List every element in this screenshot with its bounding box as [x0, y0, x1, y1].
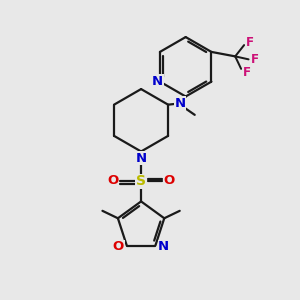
Text: N: N — [174, 97, 185, 110]
Text: O: O — [107, 174, 118, 187]
Text: N: N — [136, 152, 147, 164]
Text: F: F — [242, 66, 250, 79]
Text: N: N — [152, 75, 163, 88]
Text: N: N — [158, 240, 169, 253]
Text: S: S — [136, 174, 146, 188]
Text: F: F — [245, 36, 253, 49]
Text: F: F — [251, 53, 259, 66]
Text: O: O — [164, 174, 175, 187]
Text: O: O — [113, 240, 124, 253]
